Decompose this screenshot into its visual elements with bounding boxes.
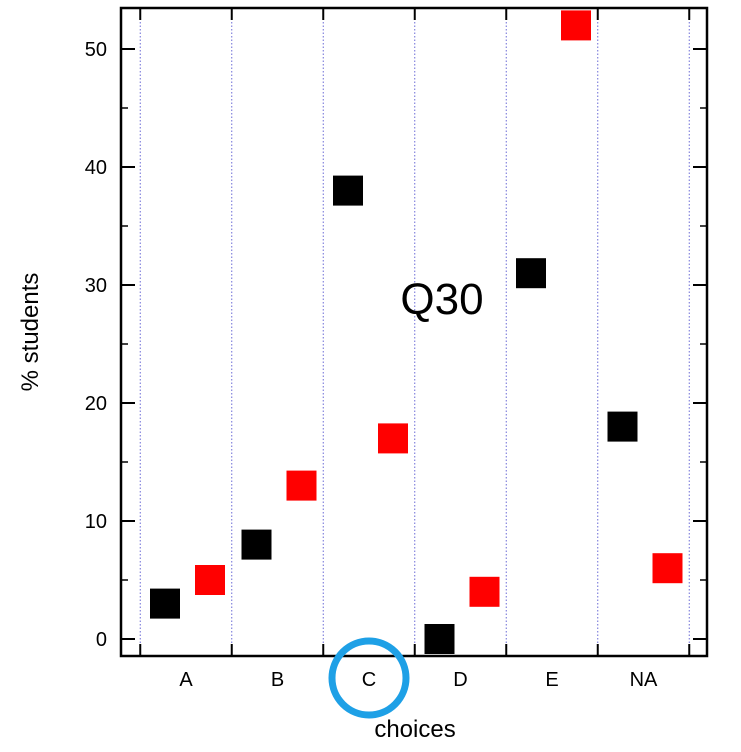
data-point [333,175,363,206]
data-point [378,423,408,454]
data-point [150,588,180,619]
highlight-circle [328,637,410,719]
y-tick-label: 10 [85,511,107,533]
highlight-ring [328,637,410,719]
x-axis-title: choices [374,716,455,743]
x-tick-label: E [545,669,558,691]
y-tick-label: 50 [85,39,107,61]
category-separators [139,8,690,656]
y-tick-label: 20 [85,393,107,415]
data-point [607,411,638,442]
data-point [652,553,683,584]
y-axis-ticks: 0 10 20 30 40 50 [85,39,707,651]
data-point [561,10,591,41]
data-point [424,624,455,654]
x-axis-tick-labels: A B C D E NA [139,8,691,691]
x-tick-label: B [271,669,284,691]
data-point [195,565,225,595]
y-tick-label: 30 [85,275,107,297]
data-point [516,258,546,289]
chart-annotation: Q30 [400,275,483,324]
data-point [241,529,272,560]
x-tick-label: C [362,669,376,691]
y-tick-label: 0 [96,629,107,651]
data-points [150,10,683,654]
x-tick-label: A [179,669,193,691]
x-tick-label: NA [630,669,658,691]
data-point [286,470,317,501]
x-tick-label: D [453,669,467,691]
plot-frame [119,6,709,658]
y-axis-title: % students [17,273,44,392]
y-tick-label: 40 [85,157,107,179]
data-point [469,576,500,607]
